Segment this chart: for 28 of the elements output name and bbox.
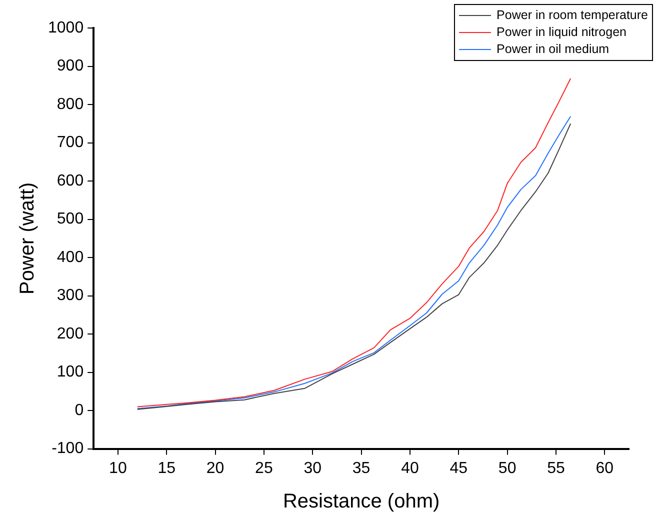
y-tick-label: 0 xyxy=(74,402,84,419)
y-tick-label: 200 xyxy=(56,325,84,342)
x-tick-label: 55 xyxy=(547,460,565,477)
y-tick-label: 700 xyxy=(56,134,84,152)
legend-label: Power in oil medium xyxy=(496,41,610,58)
x-tick-label: 15 xyxy=(158,460,176,477)
x-tick-label: 35 xyxy=(352,460,370,477)
y-tick-label: 100 xyxy=(56,364,84,381)
y-tick-label: -100 xyxy=(52,440,84,458)
y-tick-label: 300 xyxy=(56,287,84,304)
x-tick-label: 20 xyxy=(206,460,224,477)
legend-label: Power in liquid nitrogen xyxy=(496,24,626,41)
y-tick-label: 600 xyxy=(56,172,84,190)
x-axis-title: Resistance (ohm) xyxy=(282,490,440,513)
x-tick-label: 60 xyxy=(596,460,614,477)
y-tick-label: 1000 xyxy=(48,19,84,36)
y-tick-label: 800 xyxy=(56,96,84,113)
x-tick-label: 45 xyxy=(450,460,468,477)
x-tick-label: 50 xyxy=(498,460,516,477)
y-tick-label: 900 xyxy=(56,58,84,75)
y-axis-title: Power (watt) xyxy=(16,182,39,295)
y-tick-label: 500 xyxy=(56,210,84,228)
x-tick-label: 30 xyxy=(304,460,322,477)
x-tick-label: 10 xyxy=(109,460,127,477)
x-tick-label: 25 xyxy=(255,460,273,477)
y-tick-label: 400 xyxy=(56,248,84,266)
x-tick-label: 40 xyxy=(401,460,419,477)
legend-label: Power in room temperature xyxy=(496,7,648,24)
